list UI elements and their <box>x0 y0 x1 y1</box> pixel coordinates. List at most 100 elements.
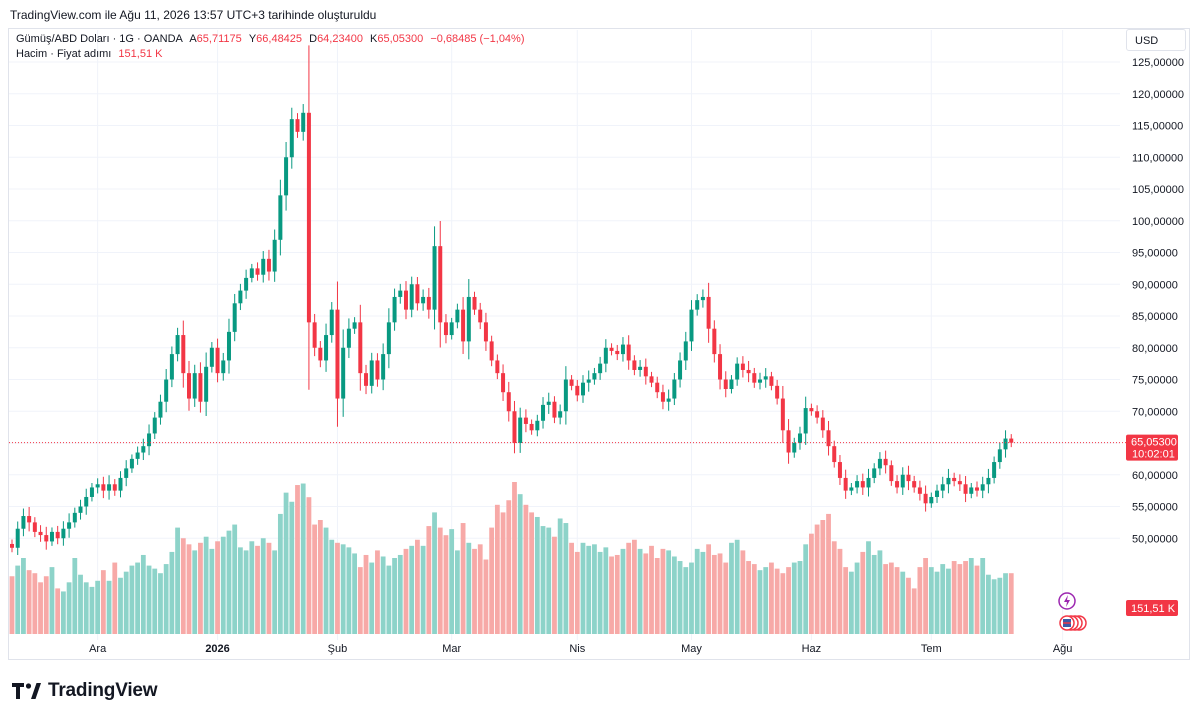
candle-body <box>358 322 363 374</box>
candle-body <box>415 284 420 304</box>
candle-body <box>626 344 631 361</box>
volume-bar <box>991 579 997 634</box>
candle-body <box>946 477 951 485</box>
candle-body <box>506 392 511 412</box>
candle-body <box>866 477 871 488</box>
volume-bar <box>260 538 266 634</box>
volume-bar <box>192 550 198 634</box>
candle-body <box>815 411 820 418</box>
candle-body <box>683 341 688 361</box>
candle-body <box>449 322 454 336</box>
bar-countdown-label: 10:02:01 <box>1132 449 1175 461</box>
candle-body <box>758 379 763 383</box>
volume-bar <box>791 562 797 634</box>
volume-bar <box>32 573 38 634</box>
candle-body <box>592 373 597 380</box>
candle-body <box>860 481 865 488</box>
candle-body <box>192 373 197 399</box>
volume-bar <box>494 504 500 634</box>
candle-body <box>900 474 905 488</box>
last-volume-badge <box>1126 600 1178 616</box>
candle-body <box>329 309 334 336</box>
volume-bar <box>917 567 923 634</box>
volume-bar <box>43 576 49 634</box>
volume-bar <box>871 554 877 634</box>
volume-bar <box>266 542 272 634</box>
volume-bar <box>574 551 580 634</box>
volume-bar <box>426 526 432 634</box>
chart-frame <box>8 28 1190 660</box>
price-tick-label: 90,00000 <box>1132 279 1178 291</box>
volume-bar <box>21 558 26 634</box>
candle-body <box>141 446 146 453</box>
currency-button[interactable]: USD <box>1126 29 1186 51</box>
candle-body <box>301 112 306 132</box>
candle-body <box>923 493 928 504</box>
volume-bars <box>9 482 1014 634</box>
volume-bar <box>786 567 791 634</box>
candle-body <box>232 303 237 332</box>
candle-body <box>472 296 477 310</box>
candle-body <box>306 112 311 323</box>
symbol-legend: Gümüş/ABD Doları · 1G · OANDA A65,71175 … <box>16 33 525 45</box>
volume-bar <box>517 494 523 634</box>
time-tick-label: Haz <box>802 643 822 655</box>
candle-body <box>889 465 894 482</box>
volume-bar <box>66 582 72 634</box>
candle-body <box>238 290 243 304</box>
candle-body <box>129 458 134 469</box>
candle-body <box>381 354 386 380</box>
volume-bar <box>489 527 495 634</box>
volume-bar <box>386 565 392 634</box>
candle-body <box>558 411 563 418</box>
low-label: D <box>309 33 318 45</box>
candle-body <box>980 484 985 491</box>
volume-bar <box>597 551 603 634</box>
candle-body <box>609 347 614 351</box>
candle-body <box>461 309 466 342</box>
volume-bar <box>352 553 357 634</box>
volume-bar <box>637 548 643 634</box>
candle-body <box>575 385 580 396</box>
candle-body <box>209 347 214 367</box>
volume-bar <box>449 529 455 634</box>
volume-bar <box>9 576 15 634</box>
candle-body <box>563 379 568 412</box>
candle-body <box>535 420 540 431</box>
volume-bar <box>272 550 278 634</box>
candle-body <box>849 487 854 491</box>
volume-bar <box>580 542 586 634</box>
volume-bar <box>751 564 757 634</box>
volume-bar <box>694 548 700 634</box>
volume-bar <box>837 548 843 634</box>
brand-logo: TradingView <box>12 680 158 702</box>
volume-bar <box>774 568 780 634</box>
volume-bar <box>300 483 306 634</box>
candle-body <box>809 408 814 412</box>
last-volume-label: 151,51 K <box>1131 603 1176 615</box>
volume-bar <box>666 550 672 634</box>
candle-body <box>792 443 797 453</box>
volume-bar <box>843 567 849 634</box>
candle-body <box>147 433 152 447</box>
volume-bar <box>460 523 466 634</box>
volume-bar <box>209 548 215 634</box>
price-tick-label: 60,00000 <box>1132 470 1178 482</box>
candle-body <box>615 350 620 355</box>
volume-bar <box>900 571 906 634</box>
candle-body <box>906 474 911 482</box>
candle-body <box>620 344 625 355</box>
volume-bar <box>55 588 61 634</box>
volume-bar <box>466 542 472 634</box>
candle-body <box>700 296 705 301</box>
candle-body <box>324 335 329 361</box>
volume-label: Hacim · Fiyat adımı <box>16 48 112 60</box>
candle-body <box>969 487 974 494</box>
candle-body <box>929 496 934 504</box>
volume-bar <box>123 571 129 634</box>
volume-bar <box>974 565 980 634</box>
volume-bar <box>911 588 917 634</box>
candle-body <box>992 462 997 478</box>
volume-bar <box>477 544 483 634</box>
